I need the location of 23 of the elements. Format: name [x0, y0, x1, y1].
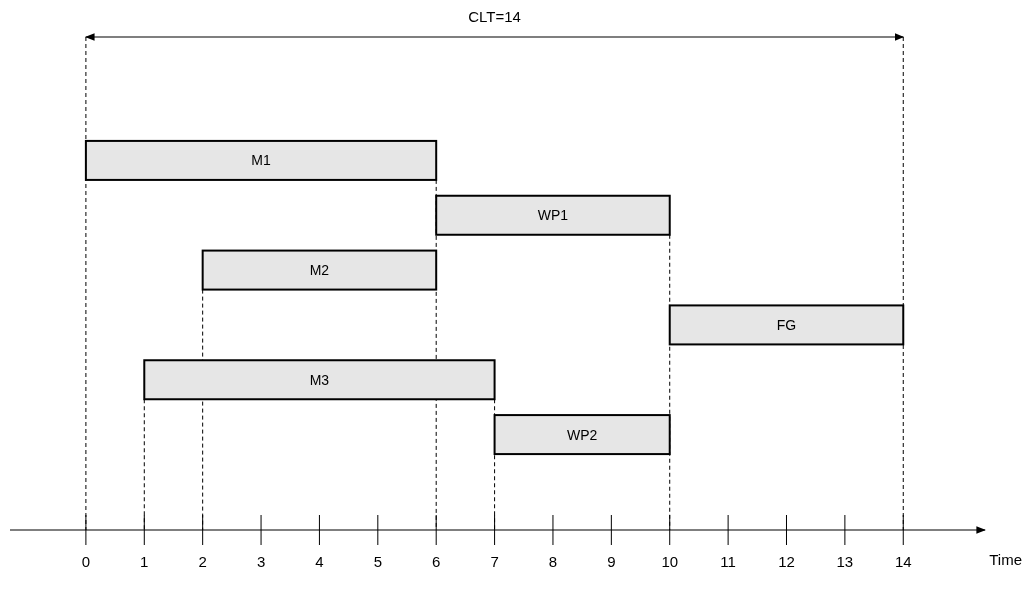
- x-tick-label: 12: [778, 553, 795, 570]
- x-tick-label: 13: [836, 553, 854, 570]
- y-tick-label: M3: [309, 371, 330, 388]
- x-tick-label: 10: [661, 553, 679, 570]
- x-tick-label: 4: [315, 553, 324, 570]
- text: CLT=14: [468, 8, 521, 25]
- x-tick-label: 7: [490, 553, 499, 570]
- x-tick-label: 2: [198, 553, 207, 570]
- x-tick-label: 3: [256, 553, 266, 570]
- y-tick-label: WP2: [566, 426, 598, 443]
- y-tick-label: M2: [309, 262, 330, 279]
- x-tick-label: 14: [894, 553, 912, 570]
- x-axis-title: Time: [989, 551, 1022, 568]
- x-tick-label: 11: [720, 553, 736, 570]
- y-tick-label: M1: [251, 152, 271, 169]
- x-tick-label: 8: [548, 553, 558, 570]
- x-tick-label: 5: [373, 553, 382, 570]
- x-tick-label: 1: [140, 553, 149, 570]
- y-tick-label: FG: [776, 316, 797, 333]
- x-tick-label: 9: [607, 553, 616, 570]
- x-tick-label: 0: [81, 553, 91, 570]
- y-tick-label: WP1: [537, 207, 569, 224]
- x-tick-label: 6: [432, 553, 441, 570]
